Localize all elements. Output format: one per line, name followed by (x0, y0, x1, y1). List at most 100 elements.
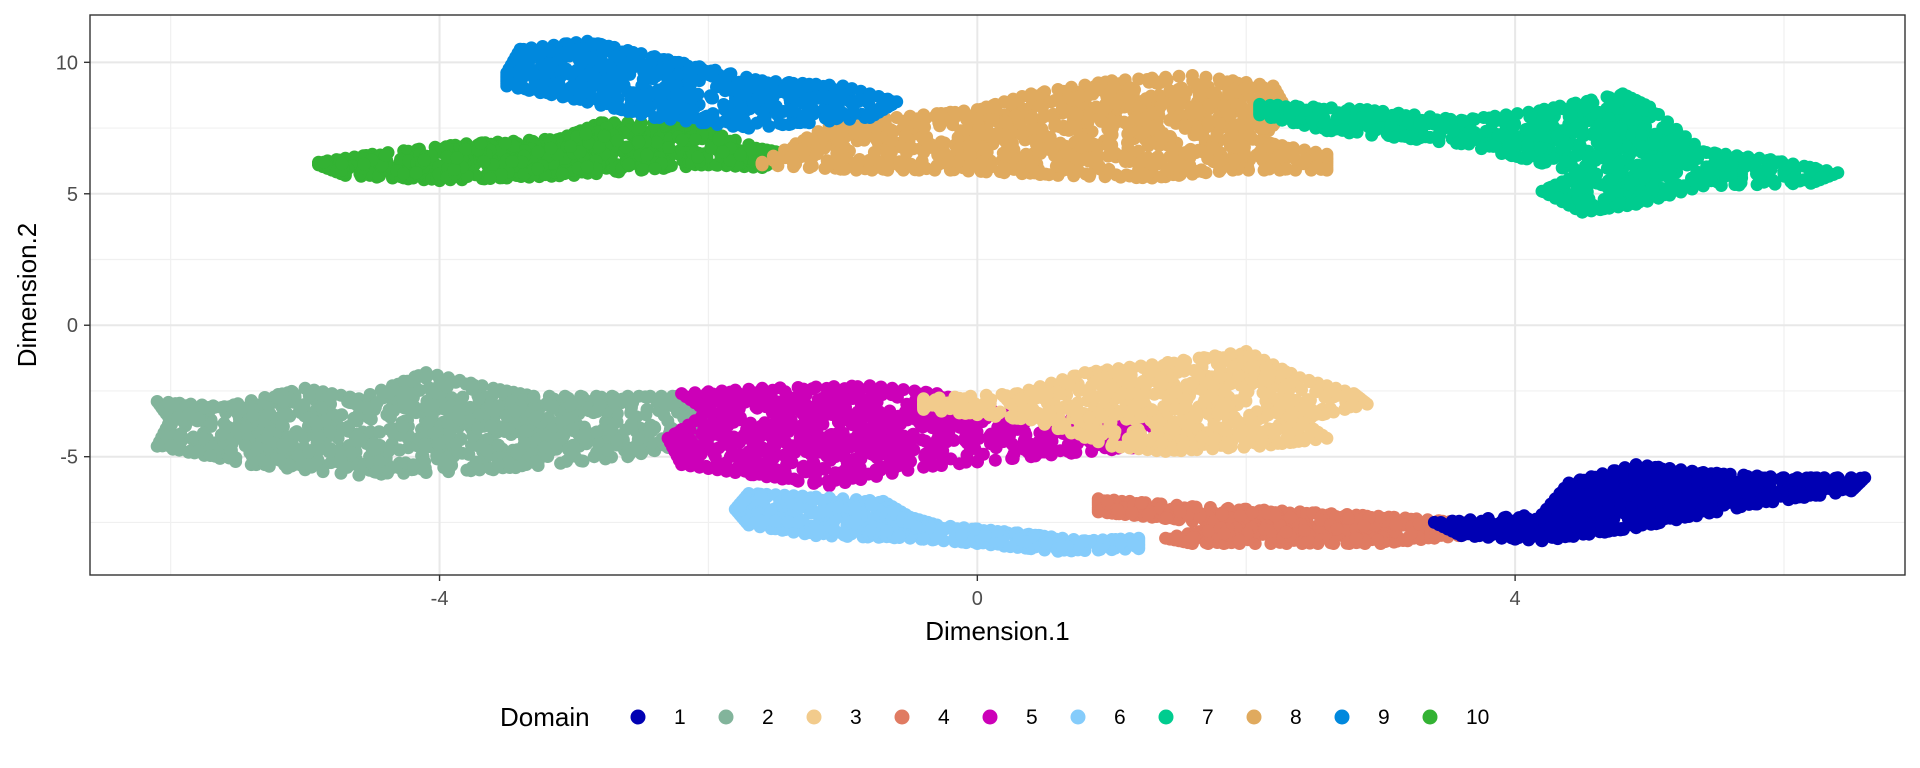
point-domain-2 (557, 429, 571, 443)
point-domain-5 (700, 399, 714, 413)
point-domain-5 (787, 472, 801, 486)
point-domain-2 (518, 436, 532, 450)
point-domain-5 (716, 411, 730, 425)
point-domain-3 (1273, 398, 1287, 412)
point-domain-1 (1559, 525, 1573, 539)
point-domain-6 (792, 501, 806, 515)
point-domain-3 (1064, 403, 1078, 417)
point-domain-5 (942, 425, 956, 439)
point-domain-3 (1004, 410, 1018, 424)
point-domain-2 (624, 406, 638, 420)
point-domain-2 (324, 456, 338, 470)
point-domain-5 (802, 461, 816, 475)
point-domain-1 (1759, 473, 1773, 487)
point-domain-3 (1320, 431, 1334, 445)
point-domain-2 (466, 379, 480, 392)
point-domain-4 (1169, 531, 1183, 545)
point-domain-1 (1579, 522, 1593, 536)
point-domain-1 (1653, 506, 1666, 520)
point-domain-5 (750, 401, 764, 415)
point-domain-3 (1167, 423, 1181, 437)
point-domain-3 (1217, 351, 1230, 365)
point-domain-5 (883, 404, 897, 418)
point-domain-6 (978, 528, 992, 542)
point-domain-5 (796, 407, 810, 421)
point-domain-2 (471, 421, 485, 435)
point-domain-2 (275, 418, 289, 432)
point-domain-2 (484, 419, 498, 433)
point-domain-1 (1548, 492, 1562, 506)
point-domain-5 (796, 441, 810, 455)
point-domain-3 (1174, 359, 1188, 373)
point-domain-6 (880, 524, 894, 538)
point-domain-2 (492, 439, 506, 452)
point-domain-3 (1257, 373, 1271, 387)
point-domain-2 (214, 428, 228, 442)
point-domain-2 (362, 411, 376, 425)
point-domain-3 (1227, 410, 1241, 424)
point-domain-5 (766, 383, 780, 397)
point-domain-2 (276, 438, 290, 452)
point-domain-5 (679, 390, 693, 404)
point-domain-3 (1169, 385, 1183, 399)
point-domain-2 (402, 399, 416, 413)
point-domain-4 (1371, 533, 1385, 547)
point-domain-3 (1015, 394, 1028, 408)
point-domain-2 (393, 443, 407, 457)
point-domain-3 (1055, 421, 1069, 435)
point-domain-3 (1145, 359, 1159, 373)
point-domain-2 (566, 438, 580, 452)
point-domain-3 (1103, 417, 1117, 431)
point-domain-4 (1100, 494, 1114, 508)
point-domain-6 (1126, 537, 1140, 551)
point-domain-3 (1176, 440, 1190, 454)
point-domain-2 (491, 458, 505, 472)
point-domain-2 (236, 401, 250, 415)
point-domain-3 (953, 391, 967, 405)
point-domain-3 (1189, 405, 1203, 419)
point-domain-2 (421, 416, 435, 430)
point-domain-2 (590, 405, 604, 418)
point-domain-1 (1773, 472, 1787, 486)
point-domain-5 (831, 406, 845, 420)
point-domain-2 (498, 425, 512, 438)
point-domain-3 (982, 408, 996, 422)
point-domain-6 (1040, 536, 1054, 550)
point-domain-1 (1739, 479, 1753, 493)
point-domain-5 (984, 437, 997, 451)
point-domain-2 (640, 390, 654, 404)
point-domain-6 (754, 514, 767, 528)
point-domain-4 (1357, 519, 1371, 533)
point-domain-6 (768, 514, 782, 528)
point-domain-2 (320, 391, 334, 405)
point-domain-3 (1331, 388, 1344, 402)
point-domain-2 (373, 425, 387, 439)
point-domain-6 (1055, 539, 1069, 553)
point-domain-5 (885, 388, 899, 402)
point-domain-2 (404, 374, 418, 388)
point-domain-3 (997, 390, 1011, 404)
point-domain-3 (1085, 431, 1099, 445)
point-domain-5 (1005, 437, 1019, 451)
point-domain-5 (819, 392, 833, 406)
point-domain-5 (1028, 449, 1042, 463)
point-domain-5 (773, 395, 786, 409)
point-domain-3 (1285, 405, 1299, 419)
point-domain-2 (540, 396, 554, 410)
point-domain-6 (886, 504, 900, 518)
point-domain-5 (851, 455, 864, 469)
point-domain-3 (1226, 360, 1240, 374)
point-domain-1 (1641, 510, 1655, 524)
point-domain-2 (191, 444, 205, 458)
data-points (150, 34, 1872, 558)
point-domain-5 (846, 392, 860, 405)
point-domain-2 (518, 424, 532, 438)
point-domain-2 (380, 466, 394, 480)
point-domain-2 (164, 439, 178, 453)
point-domain-2 (508, 404, 522, 418)
point-domain-1 (1794, 487, 1808, 501)
point-domain-2 (538, 440, 552, 454)
point-domain-5 (889, 455, 903, 468)
point-domain-1 (1644, 487, 1658, 501)
